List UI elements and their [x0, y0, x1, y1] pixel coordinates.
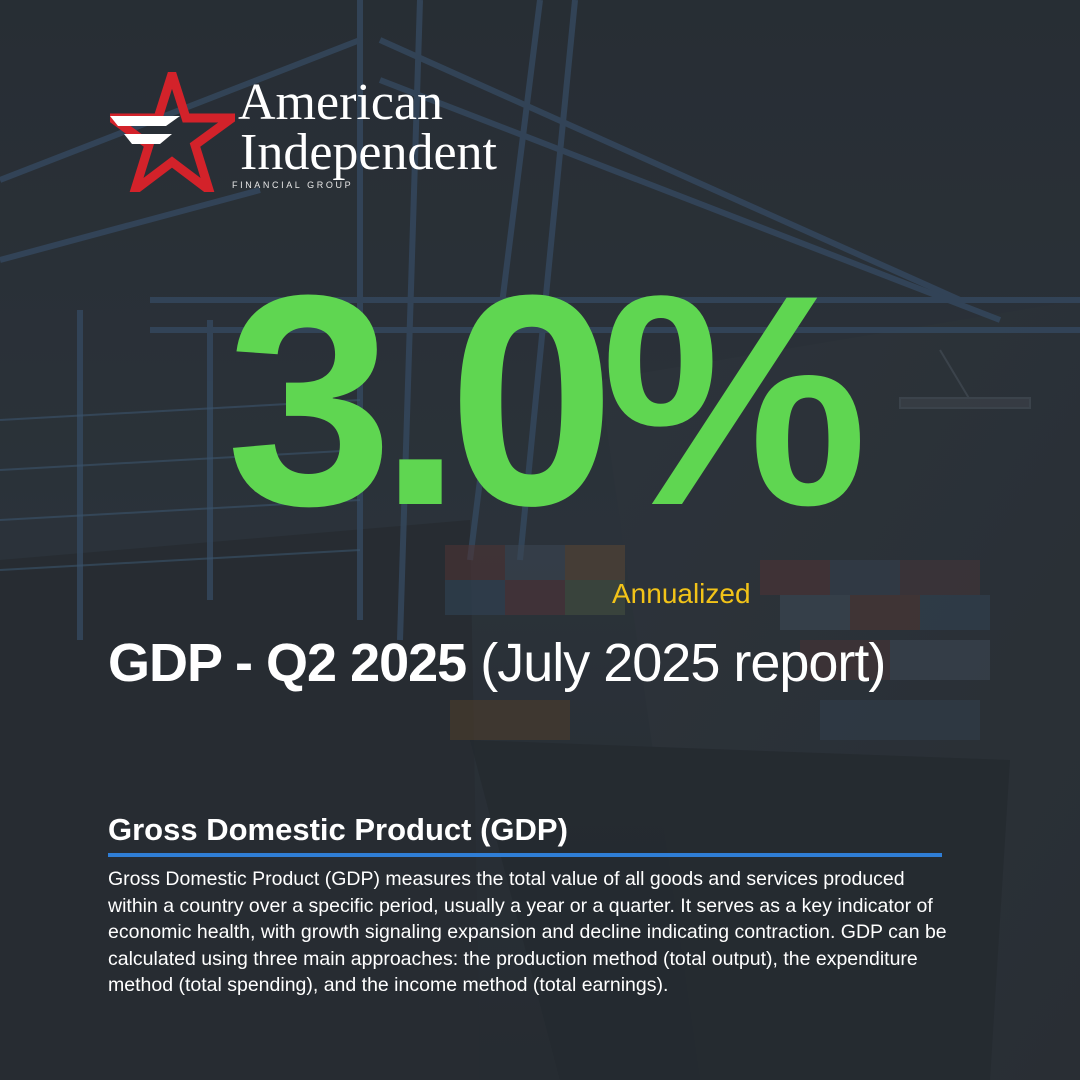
headline: GDP - Q2 2025 (July 2025 report): [108, 628, 886, 698]
annualized-label: Annualized: [612, 578, 751, 609]
headline-report-date: (July 2025 report): [466, 633, 886, 693]
definition-title: Gross Domestic Product (GDP): [108, 812, 568, 847]
headline-period: GDP - Q2 2025: [108, 633, 467, 693]
brand-name-line1: American: [238, 74, 444, 131]
divider: [108, 853, 942, 857]
star-logo-icon: [110, 72, 235, 192]
brand-logo: American Independent FINANCIAL GROUP: [110, 72, 630, 202]
brand-name-line2: Independent: [240, 124, 498, 181]
brand-tagline: FINANCIAL GROUP: [232, 180, 354, 190]
definition-body: Gross Domestic Product (GDP) measures th…: [108, 868, 947, 996]
gdp-growth-value: 3.0%: [226, 232, 868, 568]
